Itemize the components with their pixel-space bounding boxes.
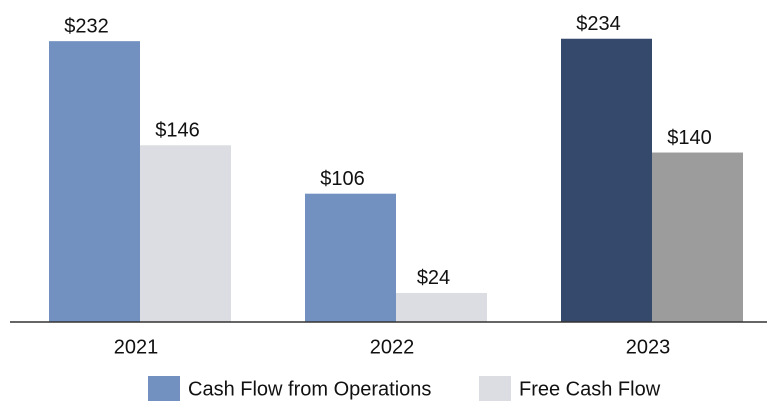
value-label: $140 xyxy=(667,127,712,149)
bar xyxy=(561,38,652,322)
legend-label: Cash Flow from Operations xyxy=(188,378,431,400)
value-label: $234 xyxy=(576,13,621,35)
bar xyxy=(140,145,231,322)
legend-swatch xyxy=(479,376,511,401)
legend-swatch xyxy=(148,376,180,401)
x-tick-label: 2023 xyxy=(626,336,671,358)
value-label: $24 xyxy=(417,267,450,289)
value-label: $146 xyxy=(155,120,200,142)
bar xyxy=(305,193,396,322)
x-tick-label: 2021 xyxy=(114,336,159,358)
x-tick-label: 2022 xyxy=(370,336,415,358)
value-label: $232 xyxy=(64,15,109,37)
bar xyxy=(396,292,487,322)
legend-label: Free Cash Flow xyxy=(519,378,661,400)
bar xyxy=(652,152,743,322)
value-label: $106 xyxy=(320,168,365,190)
bar xyxy=(49,41,140,322)
